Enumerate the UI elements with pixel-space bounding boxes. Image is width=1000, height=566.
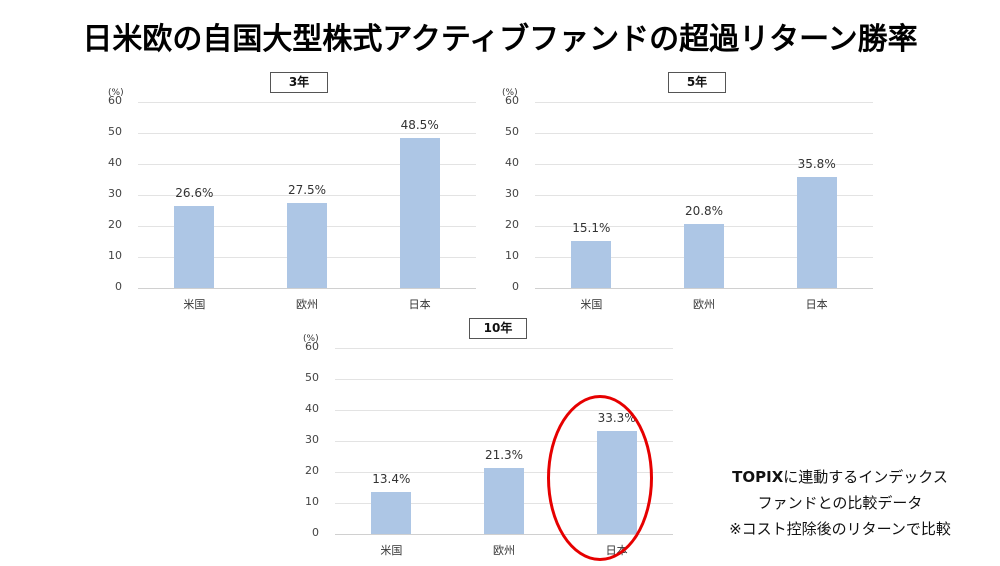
chart-title-box: 10年 bbox=[469, 318, 527, 339]
y-axis-unit: (%) bbox=[303, 334, 319, 344]
chart-3-year: 3年 (%) 60 50 40 30 20 10 0 26.6% 米国 27.5% 欧州 48.5% 日… bbox=[90, 70, 490, 320]
bar-value-label: 48.5% bbox=[400, 117, 439, 132]
x-axis-line bbox=[535, 288, 873, 289]
x-axis-line bbox=[335, 534, 673, 535]
y-axis-unit: (%) bbox=[108, 88, 124, 98]
gridline bbox=[138, 102, 476, 103]
bar bbox=[796, 177, 837, 288]
bar-value-label: 13.4% bbox=[372, 472, 411, 487]
x-category-label: 日本 bbox=[408, 298, 431, 311]
y-tick-label: 50 bbox=[305, 371, 319, 384]
chart-title-box: 5年 bbox=[668, 72, 726, 93]
bar-value-label: 35.8% bbox=[797, 157, 836, 172]
y-axis-unit: (%) bbox=[502, 88, 518, 98]
gridline bbox=[535, 133, 873, 134]
y-tick-label: 0 bbox=[115, 280, 122, 293]
gridline bbox=[138, 164, 476, 165]
y-tick-label: 30 bbox=[305, 433, 319, 446]
highlight-circle-japan-10y bbox=[547, 395, 653, 561]
x-axis-line bbox=[138, 288, 476, 289]
x-category-label: 欧州 bbox=[493, 544, 515, 557]
gridline bbox=[138, 133, 476, 134]
bar bbox=[484, 467, 524, 534]
y-tick-label: 40 bbox=[108, 156, 122, 169]
gridline bbox=[535, 102, 873, 103]
bar bbox=[287, 202, 327, 288]
y-tick-label: 40 bbox=[305, 402, 319, 415]
gridline bbox=[335, 379, 673, 380]
x-category-label: 欧州 bbox=[693, 298, 715, 311]
gridline bbox=[335, 348, 673, 349]
chart-title-box: 3年 bbox=[270, 72, 328, 93]
gridline bbox=[335, 441, 673, 442]
bar bbox=[399, 137, 440, 288]
bar bbox=[571, 241, 612, 288]
x-category-label: 米国 bbox=[580, 298, 603, 311]
y-tick-label: 50 bbox=[108, 125, 122, 138]
chart-5-year: 5年 (%) 60 50 40 30 20 10 0 15.1% 米国 20.8% 欧州 35.8% 日… bbox=[487, 70, 887, 320]
bar bbox=[371, 492, 412, 534]
page-title: 日米欧の自国大型株式アクティブファンドの超過リターン勝率 bbox=[82, 22, 918, 57]
y-tick-label: 30 bbox=[108, 187, 122, 200]
bar-value-label: 27.5% bbox=[287, 182, 327, 197]
y-tick-label: 10 bbox=[108, 249, 122, 262]
note-line-1: TOPIXに連動するインデックス bbox=[732, 468, 948, 486]
bar bbox=[174, 205, 215, 288]
y-tick-label: 60 bbox=[108, 94, 122, 107]
bar-value-label: 20.8% bbox=[684, 203, 724, 218]
x-category-label: 欧州 bbox=[296, 298, 318, 311]
y-tick-label: 10 bbox=[305, 495, 319, 508]
y-tick-label: 60 bbox=[305, 340, 319, 353]
note-line-2: ファンドとの比較データ bbox=[757, 494, 923, 512]
y-tick-label: 60 bbox=[505, 94, 519, 107]
x-category-label: 米国 bbox=[380, 544, 403, 557]
x-category-label: 日本 bbox=[805, 298, 828, 311]
y-tick-label: 20 bbox=[505, 218, 519, 231]
y-tick-label: 20 bbox=[305, 464, 319, 477]
y-tick-label: 0 bbox=[512, 280, 519, 293]
note-topix: TOPIX bbox=[732, 468, 784, 486]
y-tick-label: 20 bbox=[108, 218, 122, 231]
y-tick-label: 40 bbox=[505, 156, 519, 169]
bar-value-label: 15.1% bbox=[572, 221, 611, 236]
y-tick-label: 30 bbox=[505, 187, 519, 200]
y-tick-label: 0 bbox=[312, 526, 319, 539]
bar bbox=[684, 223, 724, 288]
x-category-label: 米国 bbox=[183, 298, 206, 311]
bar-value-label: 26.6% bbox=[175, 185, 214, 200]
bar-value-label: 21.3% bbox=[484, 447, 524, 462]
y-tick-label: 10 bbox=[505, 249, 519, 262]
y-tick-label: 50 bbox=[505, 125, 519, 138]
gridline bbox=[535, 164, 873, 165]
gridline bbox=[535, 195, 873, 196]
gridline bbox=[138, 195, 476, 196]
note-line-3: ※コスト控除後のリターンで比較 bbox=[729, 520, 951, 538]
gridline bbox=[335, 410, 673, 411]
note-text: TOPIXに連動するインデックス ファンドとの比較データ ※コスト控除後のリター… bbox=[690, 464, 990, 542]
